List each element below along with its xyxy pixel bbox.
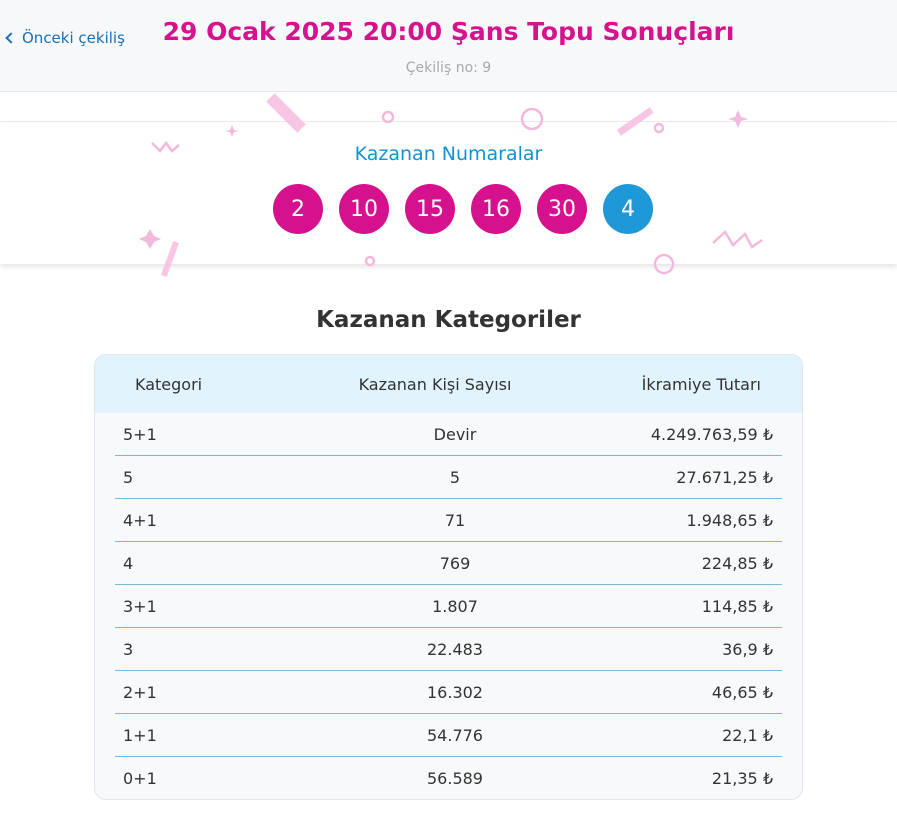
table-row: 5+1 Devir 4.249.763,59 ₺: [115, 413, 782, 456]
number-ball: 10: [339, 184, 389, 234]
draw-number: Çekiliş no: 9: [405, 60, 492, 76]
category-cell: 3: [123, 639, 134, 659]
table-row: 3+1 1.807 114,85 ₺: [115, 585, 782, 628]
column-header-prize: İkramiye Tutarı: [641, 374, 761, 394]
category-cell: 1+1: [123, 725, 157, 745]
winners-cell: 54.776: [427, 725, 483, 745]
category-cell: 5+1: [123, 424, 157, 444]
winning-numbers-title: Kazanan Numaralar: [354, 143, 543, 165]
category-cell: 0+1: [123, 769, 157, 788]
table-row: 4 769 224,85 ₺: [115, 542, 782, 585]
prize-cell: 27.671,25 ₺: [676, 467, 773, 487]
winners-cell: Devir: [433, 424, 477, 444]
category-cell: 5: [123, 467, 134, 487]
top-bar: Önceki çekiliş 29 Ocak 2025 20:00 Şans T…: [0, 0, 897, 92]
table-row: 4+1 71 1.948,65 ₺: [115, 499, 782, 542]
previous-draw-label: Önceki çekiliş: [22, 29, 125, 47]
table-row: 2+1 16.302 46,65 ₺: [115, 671, 782, 714]
prize-cell: 224,85 ₺: [701, 553, 773, 573]
prize-cell: 22,1 ₺: [722, 725, 773, 745]
prize-cell: 36,9 ₺: [722, 639, 773, 659]
table-row: 3 22.483 36,9 ₺: [115, 628, 782, 671]
page-title: 29 Ocak 2025 20:00 Şans Topu Sonuçları: [162, 17, 735, 46]
bonus-number-ball: 4: [603, 184, 653, 234]
winners-cell: 16.302: [427, 682, 483, 702]
divider-strip: [0, 93, 897, 122]
winning-numbers: 2 10 15 16 30 4: [273, 184, 653, 234]
category-cell: 4: [123, 553, 134, 573]
number-ball: 2: [273, 184, 323, 234]
category-cell: 2+1: [123, 682, 157, 702]
winners-cell: 769: [439, 553, 471, 573]
prize-cell: 4.249.763,59 ₺: [650, 424, 773, 444]
table-body: 5+1 Devir 4.249.763,59 ₺ 5 5 27.671,25 ₺…: [95, 413, 802, 799]
winners-cell: 22.483: [427, 639, 483, 659]
table-row: 5 5 27.671,25 ₺: [115, 456, 782, 499]
number-ball: 30: [537, 184, 587, 234]
winning-categories-table: Kategori Kazanan Kişi Sayısı İkramiye Tu…: [94, 354, 803, 800]
number-ball: 16: [471, 184, 521, 234]
winners-cell: 5: [449, 467, 461, 487]
table-row: 0+1 56.589 21,35 ₺: [115, 757, 782, 799]
category-cell: 3+1: [123, 596, 157, 616]
category-cell: 4+1: [123, 510, 157, 530]
table-row: 1+1 54.776 22,1 ₺: [115, 714, 782, 757]
prize-cell: 1.948,65 ₺: [686, 510, 773, 530]
number-ball: 15: [405, 184, 455, 234]
categories-title: Kazanan Kategoriler: [316, 307, 581, 333]
prize-cell: 46,65 ₺: [711, 682, 773, 702]
column-header-category: Kategori: [135, 374, 203, 394]
previous-draw-link[interactable]: Önceki çekiliş: [5, 29, 125, 47]
winners-cell: 1.807: [432, 596, 478, 616]
winners-cell: 71: [444, 510, 466, 530]
prize-cell: 114,85 ₺: [701, 596, 773, 616]
column-header-winners: Kazanan Kişi Sayısı: [358, 374, 512, 394]
winners-cell: 56.589: [427, 769, 483, 788]
prize-cell: 21,35 ₺: [711, 769, 773, 788]
table-header: Kategori Kazanan Kişi Sayısı İkramiye Tu…: [95, 355, 802, 413]
